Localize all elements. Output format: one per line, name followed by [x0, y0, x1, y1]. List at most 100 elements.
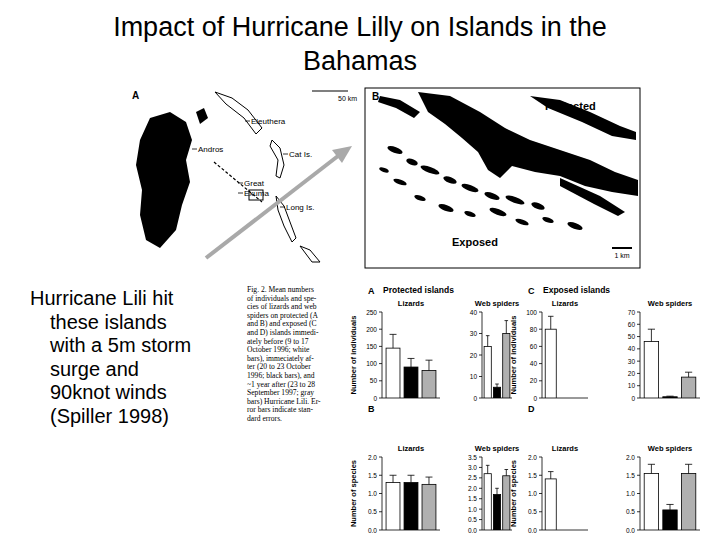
tick-label: 2.5 — [468, 474, 477, 481]
tick-label: 150 — [366, 343, 377, 350]
bar — [422, 370, 436, 398]
leader-line — [238, 183, 243, 184]
tick-label: 2.0 — [368, 454, 377, 461]
hurricane-path — [206, 156, 338, 258]
tick-label: 60 — [628, 321, 636, 328]
tick — [479, 467, 482, 468]
island — [437, 202, 454, 213]
tick-label: 3.5 — [468, 454, 477, 461]
tick — [637, 336, 640, 337]
bar — [493, 495, 500, 530]
plot-area — [644, 329, 696, 398]
bar — [422, 484, 436, 530]
tick — [479, 498, 482, 499]
tick-label: 0.0 — [528, 527, 537, 534]
tick — [479, 477, 482, 478]
error-cap — [486, 465, 490, 466]
error-stem — [428, 477, 429, 484]
panel-header: Exposed islands — [543, 285, 610, 295]
bar-chart: 0.00.51.01.52.0Web spiders — [626, 444, 700, 534]
error-stem — [497, 488, 498, 494]
error-bar — [408, 475, 415, 482]
tick — [379, 329, 382, 330]
tick — [539, 398, 542, 399]
panel-letter: A — [368, 286, 375, 296]
error-bar — [648, 464, 655, 473]
y-axis — [640, 457, 641, 530]
tick — [539, 457, 542, 458]
tick — [637, 493, 640, 494]
scale-label: 1 km — [614, 252, 629, 259]
tick-label: 250 — [366, 309, 377, 316]
title: Impact of Hurricane Lilly on Islands in … — [113, 12, 607, 42]
leader-line — [238, 193, 243, 194]
error-bar — [548, 316, 554, 329]
chart-title: Lizards — [398, 444, 424, 453]
island — [560, 178, 625, 216]
error-stem — [550, 472, 551, 479]
tick-label: 0.5 — [368, 508, 377, 515]
error-bar — [648, 329, 655, 341]
error-bar — [685, 464, 692, 473]
tick-label: 1.5 — [626, 472, 635, 479]
error-cap — [505, 320, 509, 321]
error-cap — [390, 475, 397, 476]
bar — [681, 473, 695, 530]
tick-label: 40 — [530, 360, 538, 367]
error-bar — [408, 358, 415, 367]
island — [461, 182, 480, 194]
map-label: Exuma — [244, 189, 269, 198]
island — [420, 164, 441, 176]
panel-letter: B — [372, 91, 379, 102]
tick-label: 70 — [628, 309, 636, 316]
tick — [637, 361, 640, 362]
tick — [539, 380, 542, 381]
tick — [479, 333, 482, 334]
island — [379, 166, 390, 173]
map-label: Cat Is. — [289, 150, 312, 159]
tick — [637, 475, 640, 476]
error-bar — [548, 472, 554, 479]
error-stem — [688, 464, 689, 473]
error-stem — [506, 470, 507, 476]
leader-line — [283, 154, 288, 155]
panel-letter: D — [528, 404, 535, 414]
y-axis — [542, 312, 543, 398]
tick-label: 1.0 — [626, 490, 635, 497]
error-stem — [670, 504, 671, 509]
tick — [539, 493, 542, 494]
plot-area — [545, 472, 556, 530]
tick-label: 60 — [530, 343, 538, 350]
island — [483, 190, 500, 201]
island — [530, 96, 636, 140]
bar — [404, 483, 418, 530]
error-cap — [685, 372, 692, 373]
leader-line — [245, 121, 250, 122]
error-bar — [685, 372, 692, 377]
map-label: Exposed — [452, 236, 498, 248]
map-label: Eleuthera — [251, 117, 286, 126]
tick — [379, 511, 382, 512]
background — [0, 0, 720, 540]
error-cap — [486, 335, 490, 336]
error-cap — [666, 396, 673, 397]
body-text: Hurricane Lili hit — [30, 287, 174, 309]
tick — [379, 475, 382, 476]
tick — [637, 373, 640, 374]
tick-label: 20 — [470, 352, 478, 359]
error-bar — [666, 396, 673, 398]
island — [386, 144, 403, 155]
chart-title: Web spiders — [648, 444, 692, 453]
tick — [379, 363, 382, 364]
island — [464, 210, 477, 219]
bar — [386, 483, 400, 530]
error-bar — [390, 334, 397, 348]
island — [530, 201, 545, 211]
plot-area — [545, 316, 556, 398]
island — [405, 157, 418, 167]
tick-label: 20 — [628, 370, 636, 377]
tick — [539, 346, 542, 347]
tick — [479, 530, 482, 531]
tick — [379, 398, 382, 399]
error-stem — [393, 475, 394, 482]
